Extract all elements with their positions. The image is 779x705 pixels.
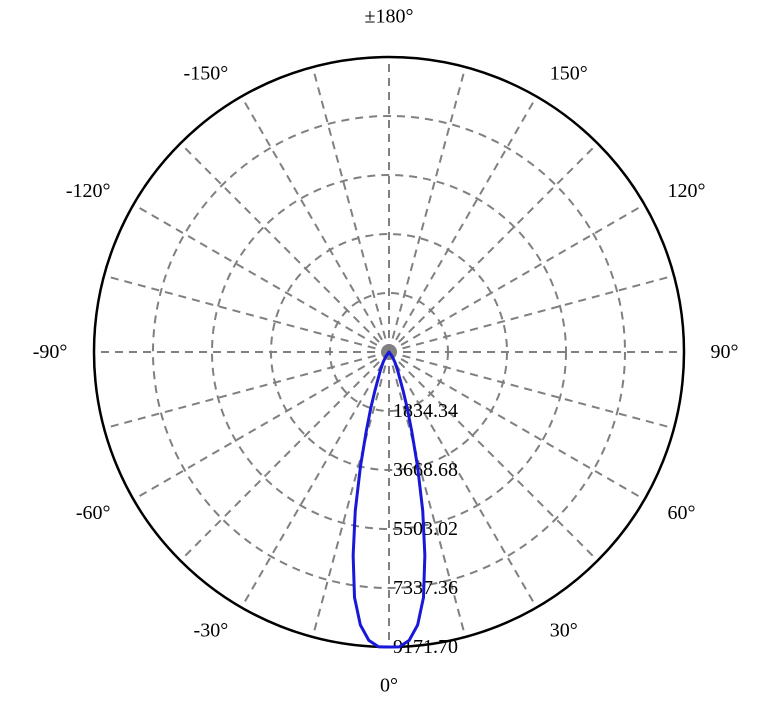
polar-svg: 0° 30° 60° 90° 120° 150° ±180° -150° -120° -90° -6… — [0, 0, 779, 705]
radial-label: 9171.70 — [393, 636, 458, 658]
angle-label: 0° — [380, 675, 398, 697]
grid-spoke — [313, 67, 389, 352]
angle-label: -150° — [184, 63, 229, 85]
angle-label: 60° — [667, 502, 695, 524]
angle-label: -120° — [66, 180, 111, 202]
angle-label: ±180° — [365, 5, 414, 27]
angle-label: -90° — [33, 341, 68, 363]
grid-spoke — [180, 143, 389, 352]
angle-label: 150° — [550, 63, 588, 85]
grid-spoke — [134, 352, 389, 500]
grid-spoke — [389, 143, 598, 352]
grid-spoke — [313, 352, 389, 637]
grid-spoke — [389, 67, 465, 352]
angle-label: 90° — [711, 341, 739, 363]
grid-spoke — [242, 352, 390, 607]
grid-spoke — [389, 276, 674, 352]
angle-label: -60° — [76, 502, 111, 524]
grid-spoke — [104, 276, 389, 352]
grid-spoke — [242, 97, 390, 352]
radial-label: 1834.34 — [393, 400, 458, 422]
angle-label: 120° — [667, 180, 705, 202]
angle-label: -30° — [194, 619, 229, 641]
grid-spoke — [389, 205, 644, 353]
radial-label: 3668.68 — [393, 459, 458, 481]
grid-spoke — [180, 352, 389, 561]
grid-spoke — [134, 205, 389, 353]
angle-label: 30° — [550, 619, 578, 641]
radial-label: 5503.02 — [393, 518, 458, 540]
grid-spoke — [389, 97, 537, 352]
grid-spoke — [104, 352, 389, 428]
polar-chart: 0° 30° 60° 90° 120° 150° ±180° -150° -120° -90° -6… — [0, 0, 779, 705]
